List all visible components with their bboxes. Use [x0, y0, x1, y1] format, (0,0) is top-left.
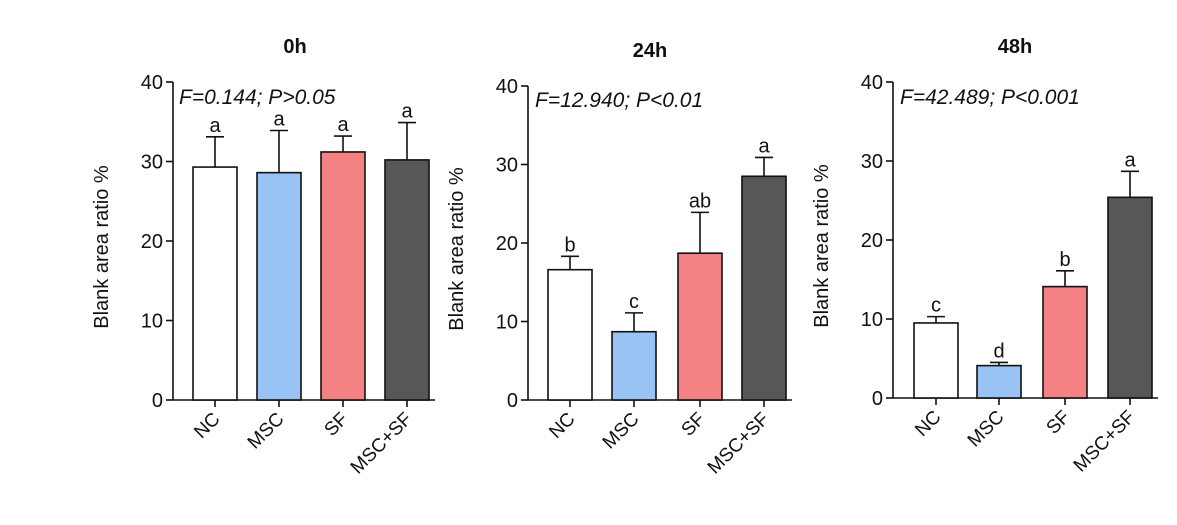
chart-panel-0: 0h F=0.144; P>0.05 0 10 20 30 40 Blank area rat…	[91, 36, 435, 478]
stats-annotation: F=12.940; P<0.01	[535, 89, 703, 112]
significance-letter: a	[337, 114, 349, 136]
bar-nc	[913, 322, 959, 399]
y-tick-label: 30	[141, 152, 163, 174]
x-tick-label: MSC+SF	[347, 409, 417, 479]
x-tick-label: SF	[678, 409, 710, 441]
chart-panel-1: 24h F=12.940; P<0.01 0 10 20 30 40 Blank area r…	[446, 40, 792, 478]
bar-nc	[547, 268, 593, 401]
y-tick-label: 10	[141, 311, 163, 333]
significance-letter: b	[1059, 249, 1070, 271]
y-tick-label: 0	[507, 390, 518, 412]
significance-letter: a	[401, 101, 413, 123]
y-tick-label: 40	[496, 76, 518, 98]
y-tick-label: 20	[496, 233, 518, 255]
y-tick-label: 0	[872, 388, 883, 410]
significance-letter: a	[1124, 149, 1136, 171]
chart-panel-2: 48h F=42.489; P<0.001 0 10 20 30 40 Blank area …	[811, 36, 1158, 476]
y-tick-label: 30	[496, 155, 518, 177]
y-axis-label: Blank area ratio %	[811, 164, 833, 328]
x-tick-label: NC	[911, 407, 945, 441]
y-tick-label: 40	[861, 72, 883, 94]
y-tick-label: 40	[141, 72, 163, 94]
bar-nc	[192, 166, 238, 401]
x-tick-label: SF	[321, 409, 353, 441]
y-tick-label: 20	[861, 230, 883, 252]
bar-msc-sf	[741, 175, 787, 401]
stats-annotation: F=42.489; P<0.001	[900, 86, 1080, 109]
significance-letter: a	[273, 108, 285, 130]
x-tick-label: MSC	[599, 409, 644, 454]
x-tick-label: SF	[1043, 407, 1075, 439]
y-tick-label: 20	[141, 231, 163, 253]
significance-letter: d	[993, 340, 1004, 362]
panel-title: 0h	[283, 36, 306, 58]
significance-letter: a	[758, 135, 770, 157]
x-tick-label: MSC	[244, 409, 289, 454]
bar-msc	[976, 364, 1022, 399]
x-tick-label: NC	[190, 409, 224, 443]
significance-letter: c	[629, 291, 639, 313]
bar-sf	[677, 252, 723, 401]
bar-sf	[1042, 285, 1088, 399]
bar-sf	[320, 151, 366, 401]
significance-letter: b	[564, 234, 575, 256]
significance-letter: ab	[689, 190, 711, 212]
y-tick-label: 30	[861, 151, 883, 173]
panel-title: 48h	[998, 36, 1032, 58]
x-tick-label: MSC+SF	[704, 409, 774, 479]
bar-msc	[256, 171, 302, 401]
significance-letter: c	[931, 295, 941, 317]
y-axis-label: Blank area ratio %	[91, 165, 113, 329]
x-tick-label: NC	[545, 409, 579, 443]
y-tick-label: 10	[496, 312, 518, 334]
x-tick-label: MSC	[964, 407, 1009, 452]
panel-title: 24h	[633, 40, 667, 62]
bar-msc	[611, 330, 657, 401]
y-tick-label: 10	[861, 309, 883, 331]
bar-msc-sf	[1107, 196, 1153, 399]
y-axis-label: Blank area ratio %	[446, 167, 468, 331]
significance-letter: a	[209, 115, 221, 137]
stats-annotation: F=0.144; P>0.05	[179, 86, 336, 109]
bar-msc-sf	[384, 159, 430, 401]
y-tick-label: 0	[152, 390, 163, 412]
x-tick-label: MSC+SF	[1070, 407, 1140, 477]
